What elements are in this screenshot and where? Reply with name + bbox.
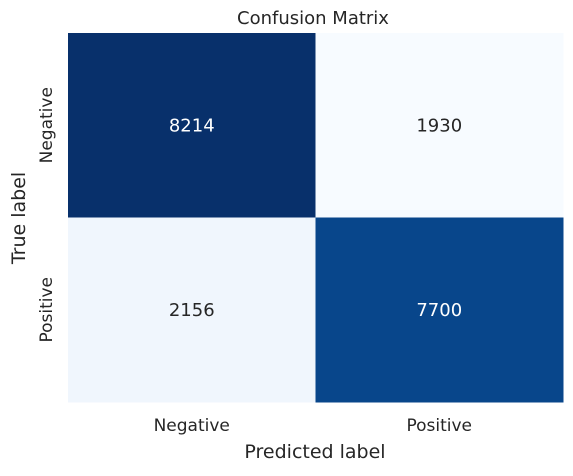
y-axis-label: True label [8,172,30,265]
heatmap-cell-positive-negative [68,217,316,403]
heatmap-cell-negative-positive [315,33,564,218]
x-tick-labels: Negative Positive [154,416,472,436]
heatmap-cell-negative-negative [68,33,316,218]
cell-value-negative-positive: 1930 [416,115,462,136]
cell-value-positive-positive: 7700 [416,300,462,321]
cell-value-negative-negative: 8214 [169,115,215,136]
x-tick-label-negative: Negative [154,416,230,436]
y-tick-labels: Negative Positive [37,87,57,342]
heatmap-cell-labels: 8214 1930 2156 7700 [169,115,462,321]
cell-value-positive-negative: 2156 [169,300,215,321]
x-tick-label-positive: Positive [406,416,472,436]
x-axis-label: Predicted label [244,441,385,463]
y-tick-label-negative: Negative [37,87,57,163]
chart-title: Confusion Matrix [237,8,389,29]
heatmap-cell-positive-positive [315,217,564,403]
heatmap-cells [68,33,564,403]
y-tick-label-positive: Positive [37,277,57,343]
